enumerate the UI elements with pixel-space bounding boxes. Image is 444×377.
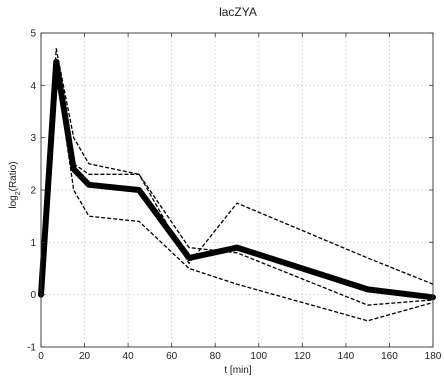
- series-line-mean: [38, 58, 436, 301]
- series-line-dashed: [40, 68, 434, 322]
- y-tick-label: 0: [30, 290, 36, 301]
- x-tick-label: 0: [38, 351, 44, 362]
- x-axis-label: t [min]: [224, 365, 251, 376]
- x-tick-label: 60: [166, 351, 178, 362]
- x-tick-label: 80: [210, 351, 222, 362]
- y-tick-label: 2: [30, 186, 36, 197]
- y-tick-label: 4: [30, 81, 36, 92]
- y-axis-label-base: log: [8, 195, 19, 208]
- x-tick-label: 20: [79, 351, 91, 362]
- y-axis-label: log2(Ratio): [8, 161, 22, 208]
- x-tick-label: 180: [425, 351, 442, 362]
- y-tick-label: 5: [30, 29, 36, 40]
- series-line-dashed: [40, 58, 434, 295]
- y-axis-label-rest: (Ratio): [8, 161, 19, 191]
- series-layer: [38, 48, 436, 322]
- chart-title: lacZYA: [219, 5, 257, 19]
- series-line-dashed: [40, 48, 434, 306]
- y-tick-label: 3: [30, 133, 36, 144]
- x-tick-label: 120: [294, 351, 311, 362]
- y-tick-label: 1: [30, 238, 36, 249]
- x-tick-label: 100: [250, 351, 267, 362]
- y-tick-label: -1: [27, 343, 36, 354]
- x-tick-label: 160: [381, 351, 398, 362]
- grid-layer: [41, 33, 433, 347]
- x-tick-label: 40: [123, 351, 135, 362]
- x-tick-label: 140: [338, 351, 355, 362]
- y-axis-label-sub: 2: [15, 191, 22, 195]
